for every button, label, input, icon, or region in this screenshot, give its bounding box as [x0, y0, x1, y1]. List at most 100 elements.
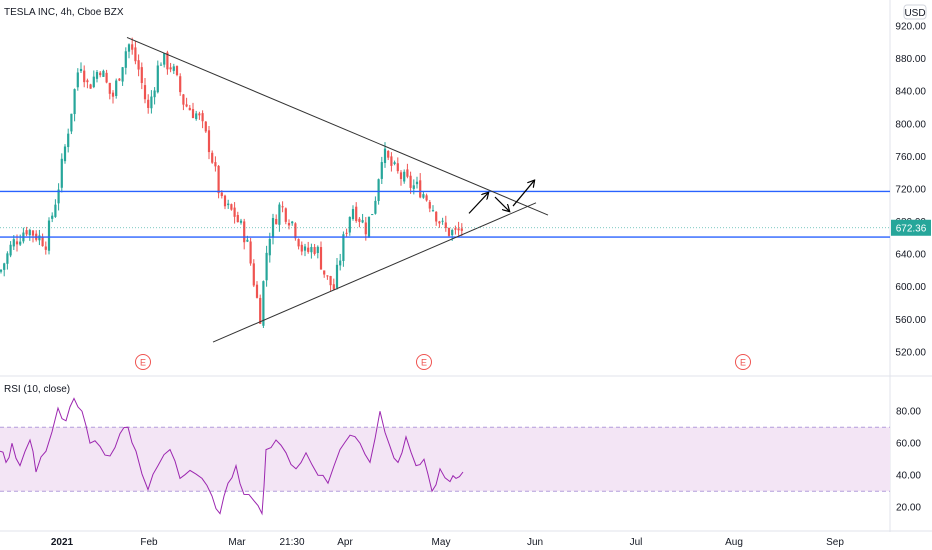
candle-body	[86, 80, 89, 83]
candle-body	[303, 246, 307, 251]
candle-body	[259, 297, 262, 324]
earnings-marker[interactable]: E	[735, 354, 751, 370]
earnings-marker[interactable]: E	[135, 354, 151, 370]
support-resistance-lines[interactable]	[0, 190, 890, 238]
candle-body	[47, 220, 51, 251]
forecast-arrows[interactable]	[468, 181, 534, 214]
candle-body	[156, 65, 159, 93]
candle-body	[380, 162, 383, 179]
candle-body	[227, 203, 230, 206]
candle-body	[383, 148, 387, 164]
time-tick-label: Mar	[228, 537, 246, 548]
candle-body	[217, 165, 220, 194]
candle-body	[284, 208, 287, 222]
currency-box[interactable]	[903, 4, 927, 20]
candle-body	[371, 214, 374, 216]
rsi-tick-label: 60.00	[896, 439, 921, 450]
candle-body	[387, 150, 390, 158]
earnings-circle	[735, 354, 751, 370]
candle-body	[355, 206, 358, 221]
candle-body	[348, 216, 351, 233]
earnings-circle	[135, 354, 151, 370]
price-tick-label: 560.00	[895, 315, 926, 326]
candle-body	[390, 156, 393, 166]
candle-body	[121, 67, 124, 82]
candle-body	[127, 44, 131, 52]
candle-body	[169, 67, 172, 70]
forecast-arrow[interactable]	[494, 196, 509, 211]
candle-body	[316, 246, 319, 254]
candle-body	[358, 218, 361, 222]
candle-body	[198, 113, 201, 116]
candle-body	[108, 82, 111, 94]
candle-body	[137, 60, 140, 70]
price-tick-label: 720.00	[895, 184, 926, 195]
candle-body	[300, 244, 303, 252]
candle-body	[329, 275, 332, 286]
candle-body	[246, 239, 249, 242]
candle-body	[83, 70, 86, 83]
time-tick-label: Sep	[826, 537, 844, 548]
forecast-arrow[interactable]	[512, 181, 534, 207]
candle-body	[111, 92, 115, 97]
candle-body	[214, 162, 217, 167]
earnings-circle	[416, 354, 432, 370]
candle-body	[3, 263, 6, 270]
trendline[interactable]	[212, 202, 537, 343]
forecast-arrow[interactable]	[468, 193, 488, 214]
candle-body	[419, 180, 422, 198]
candle-body	[134, 47, 137, 62]
candle-body	[451, 230, 454, 236]
candle-body	[102, 70, 105, 77]
candle-body	[252, 263, 255, 286]
candle-body	[425, 195, 428, 201]
earnings-marker[interactable]: E	[416, 354, 432, 370]
candle-body	[435, 211, 438, 222]
candle-body	[367, 216, 371, 237]
candle-body	[399, 172, 403, 180]
candle-body	[60, 158, 63, 188]
rsi-tick-label: 80.00	[896, 407, 921, 418]
candle-body	[51, 215, 54, 219]
candle-body	[457, 228, 460, 231]
candle-body	[230, 204, 233, 210]
rsi-label: RSI (10, close)	[4, 384, 70, 395]
earnings-label: E	[140, 358, 146, 368]
candle-body	[73, 89, 76, 115]
candle-body	[6, 253, 9, 264]
candle-body	[335, 264, 339, 288]
last-price-badge[interactable]	[891, 219, 931, 236]
candle-body	[281, 206, 284, 208]
price-axis[interactable]: 920.00880.00840.00800.00760.00720.00680.…	[895, 22, 926, 359]
candle-body	[9, 244, 12, 256]
candle-body	[92, 76, 95, 88]
candle-body	[95, 71, 99, 79]
last-price-label: 672.36	[896, 223, 927, 234]
candle-body	[220, 192, 223, 197]
candle-body	[182, 94, 185, 105]
rsi-axis[interactable]: 80.00 60.00 40.00 20.00	[896, 407, 921, 514]
candle-body	[12, 239, 15, 247]
candle-body	[207, 130, 211, 153]
candle-body	[403, 171, 406, 182]
candle-body	[307, 247, 310, 252]
candle-body	[150, 96, 153, 109]
candle-body	[351, 209, 355, 219]
candle-body	[345, 232, 348, 234]
price-tick-label: 920.00	[895, 22, 926, 33]
candle-body	[339, 260, 342, 266]
rsi-line[interactable]	[0, 397, 464, 516]
candle-body	[265, 252, 268, 281]
triangle-trendlines[interactable]	[126, 37, 549, 343]
candle-body	[41, 236, 44, 247]
time-axis[interactable]: 2021 Feb Mar 21:30 Apr May Jun Jul Aug Sep	[51, 537, 844, 548]
candle-body	[179, 76, 182, 93]
time-tick-label: May	[432, 537, 451, 548]
candle-body	[147, 99, 150, 108]
candle-body	[243, 221, 246, 243]
candle-body	[278, 204, 281, 225]
trendline[interactable]	[126, 37, 549, 216]
earnings-label: E	[740, 358, 746, 368]
